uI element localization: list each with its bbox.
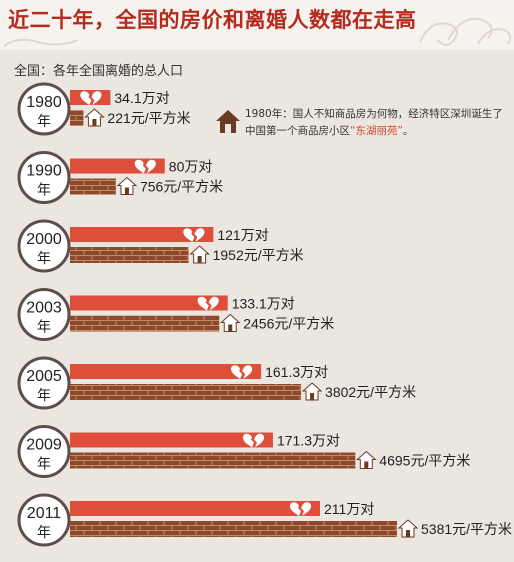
price-bar: [70, 110, 84, 126]
price-bar: [70, 315, 220, 332]
year-suffix-label: 年: [37, 183, 51, 199]
year-suffix-label: 年: [37, 320, 51, 336]
price-value-label: 4695元/平方米: [379, 453, 470, 469]
broken-heart-left: [134, 159, 146, 174]
broken-heart-right: [91, 91, 102, 105]
broken-heart-icon: [197, 296, 219, 311]
price-bar: [70, 384, 302, 400]
year-badge: [17, 493, 71, 547]
broken-heart-icon: [134, 159, 156, 174]
house-door: [197, 256, 202, 263]
year-suffix-label: 年: [37, 251, 51, 267]
price-bar: [70, 247, 189, 263]
broken-heart-icon: [80, 91, 102, 105]
broken-heart-left: [231, 365, 243, 379]
broken-heart-left: [80, 91, 92, 105]
house-icon: [301, 382, 323, 401]
divorce-bar: [70, 432, 273, 448]
year-badge: [17, 356, 71, 410]
price-value-label: 221元/平方米: [107, 110, 190, 126]
year-suffix-label: 年: [37, 114, 51, 130]
price-value-label: 756元/平方米: [140, 179, 223, 195]
page-title: 近二十年，全国的房价和离婚人数都在走高: [8, 8, 417, 32]
year-badge: [17, 219, 71, 273]
price-value-label: 2456元/平方米: [243, 316, 334, 332]
chart-subtitle: 全国：各年全国离婚的总人口: [14, 64, 184, 79]
annotation-end: 。: [402, 125, 414, 137]
year-suffix-label: 年: [37, 457, 51, 473]
year-label: 2003: [26, 300, 62, 317]
house-door: [228, 324, 233, 332]
broken-heart-right: [253, 433, 265, 448]
year-label: 2005: [26, 368, 62, 385]
divorce-value-label: 161.3万对: [265, 364, 328, 380]
broken-heart-right: [242, 365, 253, 379]
year-badge: [17, 82, 71, 136]
price-bar: [70, 521, 397, 537]
annotation-body: 1980年：国人不知商品房为何物，经济特区深圳诞生了中国第一个商品房小区: [245, 108, 503, 137]
broken-heart-icon: [289, 502, 312, 516]
house-icon: [116, 176, 138, 195]
divorce-value-label: 80万对: [169, 159, 213, 175]
broken-heart-icon: [242, 433, 265, 448]
divorce-bar: [70, 227, 214, 242]
year-label: 2009: [26, 437, 62, 454]
house-door: [364, 461, 369, 469]
price-value-label: 3802元/平方米: [325, 384, 416, 400]
house-icon: [189, 245, 210, 264]
annotation-highlight: “东湖丽苑”: [350, 125, 403, 137]
annotation-text: 1980年：国人不知商品房为何物，经济特区深圳诞生了中国第一个商品房小区“东湖丽…: [245, 106, 505, 140]
year-suffix-label: 年: [37, 388, 51, 404]
broken-heart-right: [194, 228, 205, 242]
price-bar: [70, 178, 116, 195]
year-badge: [17, 288, 71, 341]
divorce-bar: [70, 364, 262, 379]
broken-heart-right: [145, 159, 156, 174]
divorce-value-label: 121万对: [217, 227, 268, 243]
broken-heart-left: [242, 433, 254, 448]
divorce-value-label: 211万对: [324, 501, 374, 517]
divorce-bar: [70, 501, 320, 516]
broken-heart-right: [208, 296, 219, 311]
year-badge: [17, 151, 71, 204]
broken-heart-left: [183, 228, 195, 242]
house-icon: [355, 450, 377, 469]
divorce-value-label: 133.1万对: [232, 296, 295, 312]
annotation-note: 1980年：国人不知商品房为何物，经济特区深圳诞生了中国第一个商品房小区“东湖丽…: [215, 106, 505, 140]
header-banner: [0, 0, 514, 50]
year-label: 2000: [26, 231, 62, 248]
divorce-value-label: 171.3万对: [277, 433, 340, 449]
year-label: 1980: [26, 94, 62, 111]
house-icon: [84, 108, 105, 127]
price-value-label: 5381元/平方米: [421, 521, 512, 537]
broken-heart-left: [289, 502, 301, 516]
house-door: [310, 393, 315, 400]
year-suffix-label: 年: [37, 525, 51, 541]
broken-heart-icon: [231, 365, 253, 379]
broken-heart-icon: [183, 228, 205, 242]
divorce-bar: [70, 295, 228, 311]
house-door: [92, 119, 97, 126]
year-badge: [17, 425, 71, 478]
house-door: [124, 187, 129, 195]
house-door: [406, 530, 410, 537]
year-label: 2011: [27, 505, 62, 522]
broken-heart-right: [301, 502, 312, 516]
house-icon: [216, 110, 240, 133]
price-value-label: 1952元/平方米: [213, 247, 304, 263]
house-icon: [219, 313, 241, 332]
house-icon: [397, 519, 419, 538]
divorce-value-label: 34.1万对: [114, 90, 169, 106]
year-label: 1990: [26, 163, 62, 180]
price-bar: [70, 452, 356, 469]
broken-heart-left: [197, 296, 209, 311]
header-ornament: [3, 18, 512, 47]
